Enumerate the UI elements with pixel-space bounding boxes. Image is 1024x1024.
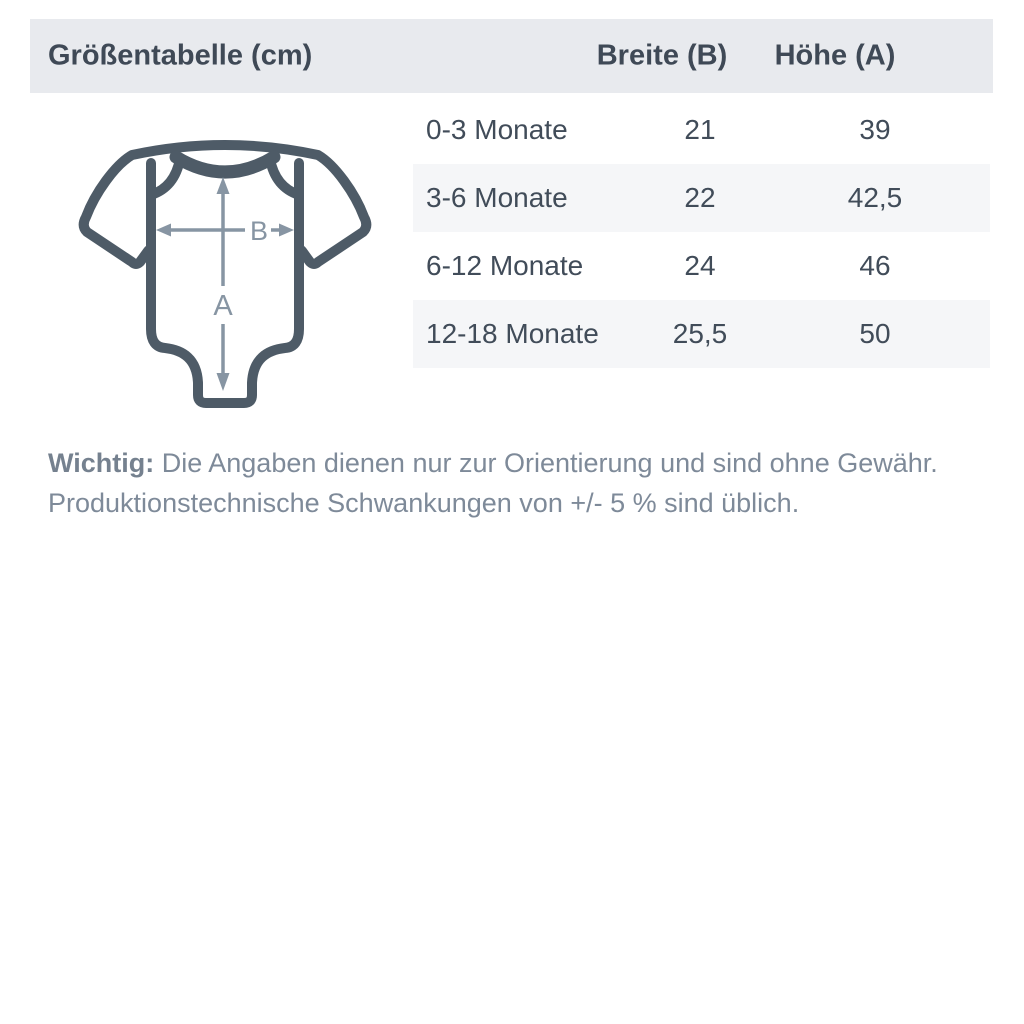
size-label: 12-18 Monate	[426, 318, 599, 349]
onesie-measurement-diagram: A B	[77, 129, 377, 413]
breite-value: 24	[684, 250, 716, 281]
arrowhead-up-icon	[216, 177, 230, 194]
page-title: Größentabelle (cm)	[48, 39, 313, 72]
table-row: 6-12 Monate 24 46	[413, 232, 990, 300]
breite-value: 22	[684, 182, 716, 213]
size-table: 0-3 Monate 21 39 3-6 Monate 22 42,5 6-12…	[413, 96, 990, 368]
size-label: 0-3 Monate	[426, 114, 568, 145]
column-header-breite: Breite (B)	[596, 39, 728, 72]
disclaimer-bold-prefix: Wichtig:	[48, 448, 155, 478]
arrowhead-left-icon	[156, 223, 171, 237]
arrowhead-down-icon	[216, 373, 230, 391]
size-label: 6-12 Monate	[426, 250, 584, 281]
arrowhead-right-icon	[279, 223, 294, 237]
table-row: 0-3 Monate 21 39	[413, 96, 990, 164]
table-row: 12-18 Monate 25,5 50	[413, 300, 990, 368]
hoehe-value: 46	[859, 250, 891, 281]
breite-value: 21	[684, 114, 716, 145]
table-row: 3-6 Monate 22 42,5	[413, 164, 990, 232]
baby-onesie-icon: A B	[78, 140, 372, 408]
disclaimer-line-2: Produktionstechnische Schwankungen von +…	[48, 488, 800, 518]
hoehe-value: 42,5	[847, 182, 903, 213]
table-header-bar: Größentabelle (cm) Breite (B) Höhe (A)	[30, 19, 993, 93]
disclaimer-note: Wichtig: Die Angaben dienen nur zur Orie…	[48, 443, 978, 523]
column-header-hoehe: Höhe (A)	[774, 39, 896, 72]
breite-value: 25,5	[672, 318, 728, 349]
hoehe-value: 39	[859, 114, 891, 145]
hoehe-value: 50	[859, 318, 891, 349]
height-dimension-label: A	[213, 290, 233, 322]
disclaimer-text-1: Die Angaben dienen nur zur Orientierung …	[154, 448, 938, 478]
size-label: 3-6 Monate	[426, 182, 568, 213]
disclaimer-line-1: Wichtig: Die Angaben dienen nur zur Orie…	[48, 443, 978, 483]
width-dimension-label: B	[250, 216, 268, 246]
